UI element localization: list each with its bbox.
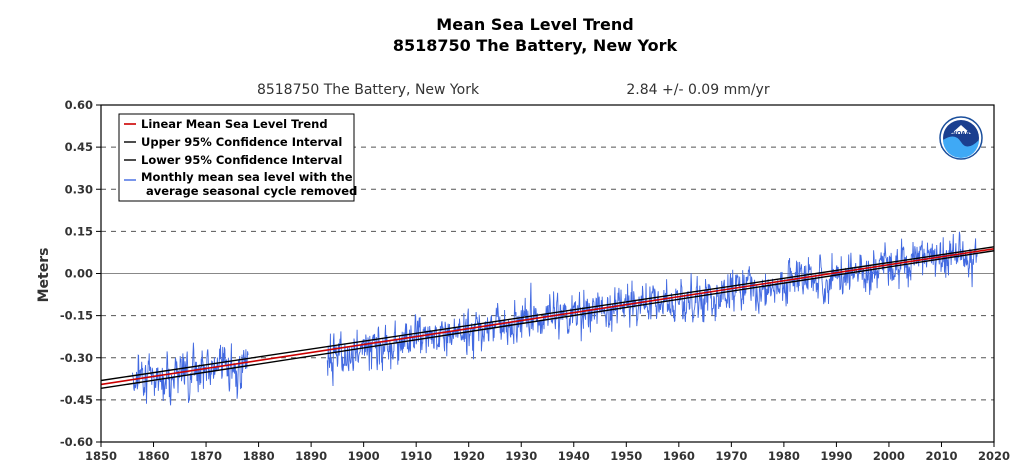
legend-label-trend: Linear Mean Sea Level Trend bbox=[141, 117, 328, 131]
x-tick-label-5: 1900 bbox=[348, 449, 380, 463]
noaa-logo: NOAA bbox=[939, 116, 983, 160]
y-axis-ticks: 0.60 0.45 0.30 0.15 0.00 -0.15 -0.30 -0.45 -0.60 bbox=[60, 98, 101, 449]
x-tick-label-17: 2020 bbox=[978, 449, 1010, 463]
header-rate: 2.84 +/- 0.09 mm/yr bbox=[626, 82, 769, 98]
legend-label-upper: Upper 95% Confidence Interval bbox=[141, 135, 342, 149]
noaa-logo-gull bbox=[951, 125, 971, 134]
x-tick-label-0: 1850 bbox=[85, 449, 117, 463]
x-axis-ticks: 1850 1860 1870 1880 1890 1900 1910 1920 1930 1940… bbox=[85, 442, 1010, 463]
x-tick-label-9: 1940 bbox=[558, 449, 590, 463]
monthly-sea-level-series bbox=[132, 231, 978, 406]
y-tick-label-3: 0.15 bbox=[65, 224, 93, 238]
chart-subtitle: 8518750 The Battery, New York bbox=[393, 36, 678, 55]
x-tick-label-10: 1950 bbox=[610, 449, 642, 463]
noaa-logo-wave bbox=[943, 136, 979, 158]
legend-label-monthly-1: Monthly mean sea level with the bbox=[141, 170, 353, 184]
trend-lines bbox=[100, 246, 995, 390]
y-tick-label-1: 0.45 bbox=[65, 140, 93, 154]
y-tick-label-4: 0.00 bbox=[65, 267, 93, 281]
x-tick-label-15: 2000 bbox=[873, 449, 905, 463]
legend: Linear Mean Sea Level Trend Upper 95% Co… bbox=[118, 113, 357, 202]
x-tick-label-13: 1980 bbox=[768, 449, 800, 463]
y-tick-label-0: 0.60 bbox=[65, 98, 93, 112]
upper-confidence-line bbox=[100, 246, 995, 382]
legend-label-monthly-2: average seasonal cycle removed bbox=[146, 184, 357, 198]
x-tick-label-6: 1910 bbox=[400, 449, 432, 463]
y-axis-label: Meters bbox=[36, 248, 52, 303]
y-tick-label-6: -0.30 bbox=[60, 351, 93, 365]
y-tick-label-7: -0.45 bbox=[60, 393, 93, 407]
y-tick-label-2: 0.30 bbox=[65, 182, 93, 196]
y-tick-label-5: -0.15 bbox=[60, 309, 93, 323]
trend-line bbox=[100, 247, 995, 386]
chart-title: Mean Sea Level Trend bbox=[436, 15, 633, 34]
x-tick-label-3: 1880 bbox=[243, 449, 275, 463]
x-tick-label-8: 1930 bbox=[505, 449, 537, 463]
x-tick-label-12: 1970 bbox=[715, 449, 747, 463]
legend-label-lower: Lower 95% Confidence Interval bbox=[141, 153, 342, 167]
noaa-logo-text: NOAA bbox=[952, 131, 970, 137]
monthly-series-segment-0 bbox=[132, 342, 249, 406]
lower-confidence-line bbox=[100, 250, 995, 390]
x-tick-label-4: 1890 bbox=[295, 449, 327, 463]
x-tick-label-7: 1920 bbox=[453, 449, 485, 463]
x-tick-label-14: 1990 bbox=[820, 449, 852, 463]
y-tick-label-8: -0.60 bbox=[60, 435, 93, 449]
x-tick-label-2: 1870 bbox=[190, 449, 222, 463]
header-station: 8518750 The Battery, New York bbox=[257, 82, 480, 98]
x-tick-label-16: 2010 bbox=[925, 449, 957, 463]
legend-box bbox=[118, 113, 355, 202]
x-tick-label-11: 1960 bbox=[663, 449, 695, 463]
monthly-series-segment-1 bbox=[326, 231, 978, 387]
x-tick-label-1: 1860 bbox=[138, 449, 170, 463]
